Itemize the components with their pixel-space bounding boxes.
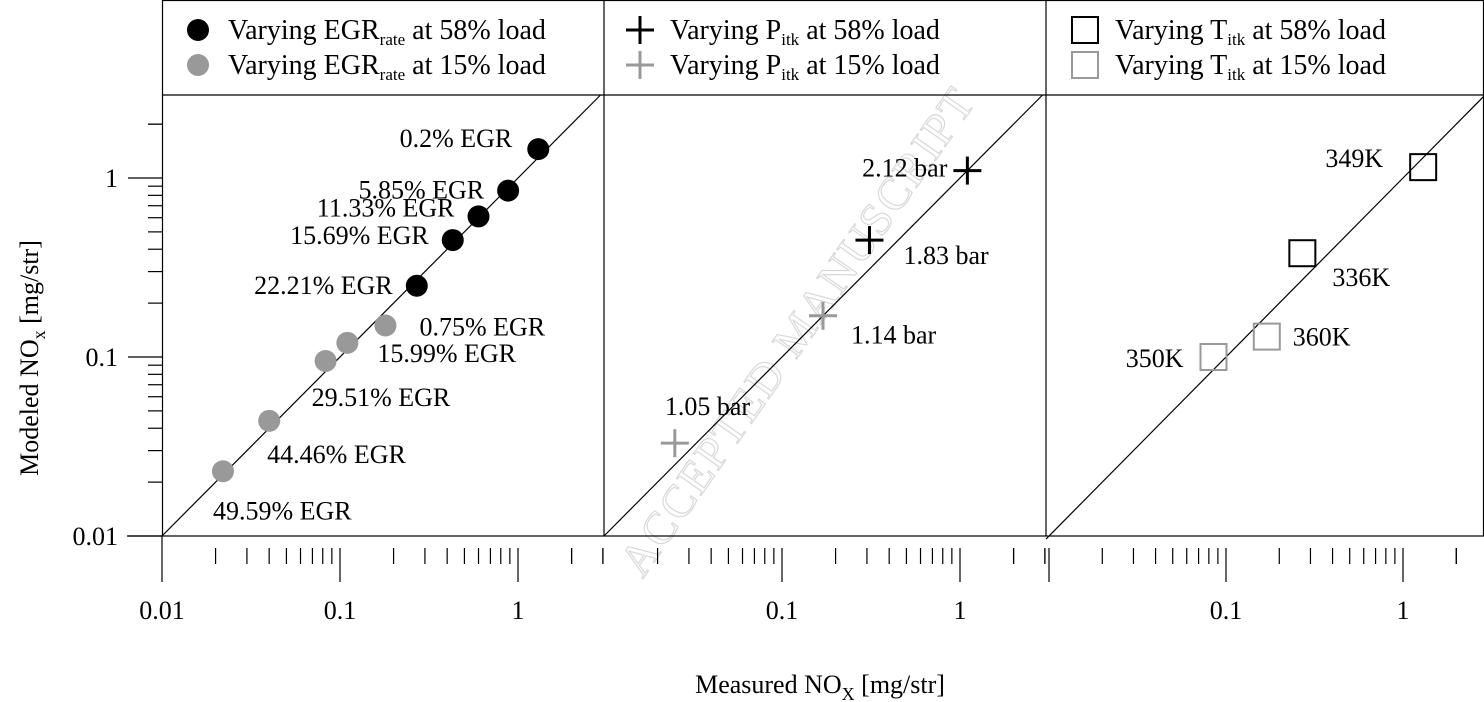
legend-label: Varying EGRrate at 15% load: [228, 50, 546, 84]
legend-label-rest: at 58% load: [799, 15, 940, 46]
x-tick-label: 1: [512, 596, 525, 625]
data-point: [314, 349, 337, 372]
legend-label-sub: itk: [1227, 65, 1245, 84]
y-axis-title-main: Modeled NO: [15, 339, 44, 475]
data-point: [374, 314, 397, 337]
data-point: [258, 409, 281, 432]
data-point: [855, 226, 884, 255]
legend-label-rest: at 58% load: [405, 15, 546, 46]
legend-label-main: Varying EGR: [228, 15, 380, 46]
data-point: [1288, 239, 1317, 268]
legend-marker: [1071, 51, 1099, 79]
x-axis-title-unit: [mg/str]: [855, 670, 945, 699]
data-label: 15.69% EGR: [290, 221, 429, 250]
legend-label-sub: itk: [1227, 30, 1245, 49]
x-tick-label: 1: [1397, 596, 1410, 625]
data-label: 349K: [1325, 144, 1383, 173]
legend-label: Varying Pitk at 58% load: [670, 15, 940, 49]
legend-label-sub: itk: [781, 65, 799, 84]
legend-label: Varying Pitk at 15% load: [670, 50, 940, 84]
legend-label-main: Varying EGR: [228, 50, 380, 81]
x-axis-title-sub: X: [842, 684, 855, 702]
x-axis-title-main: Measured NO: [695, 670, 842, 699]
data-label: 0.2% EGR: [400, 124, 513, 153]
data-point: [441, 229, 464, 252]
reference-line-y-equals-x: [1045, 95, 1484, 540]
data-label: 1.14 bar: [851, 321, 937, 350]
x-tick-label: 1: [954, 596, 967, 625]
data-point: [1252, 322, 1281, 351]
data-point: [1199, 343, 1228, 371]
data-label: 0.75% EGR: [419, 312, 545, 341]
legend-label-rest: at 15% load: [405, 50, 546, 81]
data-point: [660, 429, 689, 458]
data-point: [336, 331, 359, 354]
data-label: 44.46% EGR: [267, 440, 406, 469]
x-tick-label: 0.1: [766, 596, 799, 625]
legend-marker: [1071, 16, 1099, 44]
x-tick-label: 0.1: [1210, 596, 1243, 625]
data-point: [809, 301, 838, 330]
y-axis-title-unit: [mg/str]: [15, 240, 44, 330]
data-point: [953, 156, 982, 185]
data-label: 2.12 bar: [862, 154, 948, 183]
legend-label: Varying Titk at 58% load: [1115, 15, 1386, 49]
legend-label-rest: at 15% load: [799, 50, 940, 81]
legend-marker: [187, 54, 209, 76]
legend-marker: [626, 16, 654, 44]
data-label: 49.59% EGR: [213, 496, 352, 525]
x-axis-title: Measured NOX [mg/str]: [695, 670, 945, 702]
y-tick-label: 0.01: [73, 522, 119, 551]
legend-label-rest: at 15% load: [1245, 50, 1386, 81]
data-point: [1409, 153, 1438, 182]
data-point: [211, 460, 234, 483]
legend-marker: [187, 19, 209, 41]
legend-label: Varying EGRrate at 58% load: [228, 15, 546, 49]
data-label: 1.05 bar: [665, 392, 751, 421]
data-label: 22.21% EGR: [254, 271, 393, 300]
legend-label-rest: at 58% load: [1245, 15, 1386, 46]
legend-label-sub: rate: [380, 65, 405, 84]
legend-label: Varying Titk at 15% load: [1115, 50, 1386, 84]
axes: 0.01 0.1 1 0.01 0.1 1 0.1 1 0.1 1: [73, 123, 1457, 625]
data-point: [527, 138, 550, 161]
data-label: 360K: [1293, 323, 1351, 352]
legend-label-main: Varying T: [1115, 50, 1227, 81]
y-axis-title: Modeled NOx [mg/str]: [15, 240, 49, 476]
y-tick-label: 1: [105, 164, 118, 193]
y-axis-title-sub: x: [29, 330, 49, 339]
legend-label-main: Varying T: [1115, 15, 1227, 46]
data-label: 15.99% EGR: [377, 339, 516, 368]
x-tick-label: 0.1: [324, 596, 357, 625]
data-label: 1.83 bar: [903, 241, 989, 270]
x-tick-label: 0.01: [139, 596, 185, 625]
legend-marker: [626, 51, 654, 79]
legend-label-sub: rate: [380, 30, 405, 49]
y-tick-label: 0.1: [86, 343, 119, 372]
data-point: [405, 274, 428, 297]
legend-label-main: Varying P: [670, 50, 781, 81]
data-label: 336K: [1332, 263, 1390, 292]
data-label: 11.33% EGR: [317, 193, 455, 222]
legend-label-main: Varying P: [670, 15, 781, 46]
data-point: [497, 179, 520, 202]
data-label: 29.51% EGR: [312, 383, 451, 412]
data-label: 350K: [1126, 344, 1184, 373]
data-label: 5.85% EGR: [358, 176, 484, 205]
legend-label-sub: itk: [781, 30, 799, 49]
data-point: [467, 205, 490, 228]
